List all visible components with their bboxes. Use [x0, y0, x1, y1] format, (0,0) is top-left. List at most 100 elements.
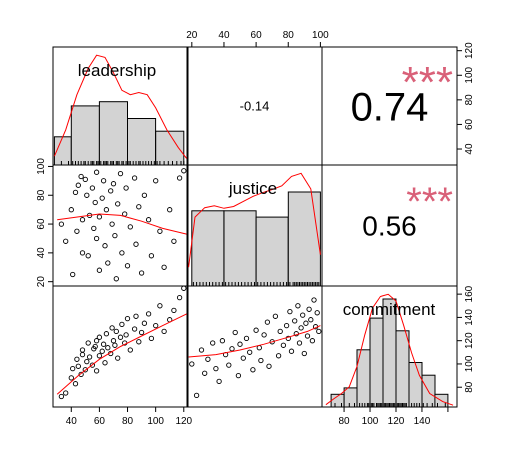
- scatter-point-leadership_justice: [68, 207, 74, 213]
- axis-tick-label-bottom-commitment: 100: [362, 416, 379, 427]
- axis-tick-label-right-commitment: 80: [464, 381, 475, 393]
- scatter-point-leadership_commitment: [74, 356, 80, 362]
- scatter-point-justice_commitment: [250, 367, 256, 373]
- scatter-point-leadership_justice: [131, 175, 138, 181]
- axis-tick-label-right-leadership: 80: [464, 94, 475, 106]
- scatter-point-justice_commitment: [308, 317, 314, 323]
- scatter-point-justice_commitment: [189, 361, 195, 367]
- scatter-point-leadership_commitment: [72, 381, 79, 387]
- scatter-point-leadership_commitment: [113, 328, 119, 335]
- scatter-point-leadership_justice: [89, 185, 96, 191]
- scatter-point-leadership_justice: [84, 192, 90, 198]
- scatter-point-justice_commitment: [226, 362, 232, 368]
- correlation-value-leadership-justice: -0.14: [240, 99, 270, 114]
- histogram-bar-justice: [287, 191, 321, 287]
- scatter-point-leadership_justice: [100, 178, 107, 184]
- scatter-point-justice_commitment: [304, 333, 311, 339]
- scatter-point-leadership_justice: [115, 201, 121, 207]
- scatter-point-leadership_justice: [93, 235, 100, 242]
- scatter-point-justice_commitment: [232, 329, 238, 336]
- axis-tick-label-right-leadership: 60: [464, 118, 475, 130]
- scatter-point-leadership_justice: [85, 253, 91, 259]
- scatter-point-leadership_commitment: [124, 315, 131, 322]
- scatter-point-leadership_commitment: [176, 294, 183, 301]
- scatter-point-leadership_commitment: [133, 313, 139, 319]
- histogram-bar-justice: [255, 216, 289, 287]
- scatter-point-leadership_justice: [96, 267, 103, 273]
- scatter-point-leadership_justice: [82, 176, 88, 183]
- scatter-point-leadership_commitment: [103, 331, 110, 337]
- scatter-point-justice_commitment: [295, 303, 301, 309]
- scatter-point-leadership_commitment: [100, 341, 107, 347]
- scatter-point-leadership_commitment: [82, 367, 88, 373]
- axis-tick-label-bottom-commitment: 120: [388, 416, 405, 427]
- scatter-point-leadership_commitment: [161, 328, 167, 335]
- density-curve-justice: [188, 172, 321, 268]
- scatter-point-leadership_justice: [74, 228, 80, 234]
- axis-tick-label-left-justice: 60: [36, 218, 47, 230]
- scatter-point-justice_commitment: [240, 355, 246, 361]
- scatter-point-justice_commitment: [247, 349, 253, 355]
- axis-tick-label-top-justice: 20: [186, 30, 198, 41]
- scatter-point-justice_commitment: [316, 328, 322, 335]
- scatter-point-leadership_justice: [79, 217, 86, 223]
- scatter-point-leadership_commitment: [102, 360, 108, 366]
- scatter-point-justice_commitment: [202, 370, 208, 376]
- scatter-point-leadership_justice: [78, 173, 84, 180]
- scatter-point-leadership_commitment: [63, 390, 69, 396]
- scatter-point-justice_commitment: [301, 350, 307, 357]
- axis-tick-label-right-leadership: 40: [464, 143, 475, 155]
- scatter-point-justice_commitment: [311, 297, 317, 303]
- scatter-point-leadership_justice: [122, 211, 128, 217]
- scatter-point-leadership_justice: [105, 260, 111, 266]
- axis-tick-label-top-justice: 100: [312, 30, 329, 41]
- axis-tick-label-top-justice: 80: [283, 30, 295, 41]
- variable-label-leadership: leadership: [78, 61, 156, 80]
- scatter-point-justice_commitment: [237, 341, 243, 347]
- histogram-bar-justice: [191, 210, 225, 287]
- scatter-point-justice_commitment: [309, 338, 316, 344]
- scatter-point-justice_commitment: [314, 310, 320, 316]
- scatter-point-leadership_justice: [133, 241, 139, 247]
- scatter-point-leadership_commitment: [145, 311, 152, 317]
- axis-tick-label-top-justice: 40: [218, 30, 230, 41]
- significance-stars-leadership-commitment: ***: [402, 58, 453, 107]
- scatter-point-leadership_justice: [102, 243, 108, 249]
- scatter-point-leadership_justice: [148, 253, 155, 259]
- scatter-point-leadership_justice: [161, 264, 167, 270]
- scatter-point-justice_commitment: [198, 347, 205, 353]
- scatter-point-leadership_justice: [92, 199, 98, 206]
- scatter-point-justice_commitment: [277, 328, 283, 335]
- scatter-point-leadership_commitment: [112, 342, 118, 348]
- axis-tick-label-left-justice: 80: [36, 189, 47, 201]
- scatter-point-leadership_commitment: [86, 354, 93, 360]
- scatter-point-justice_commitment: [275, 353, 282, 359]
- scatter-point-leadership_justice: [167, 207, 173, 213]
- axis-tick-label-right-commitment: 160: [464, 285, 475, 302]
- scatter-point-justice_commitment: [285, 335, 291, 342]
- scatter-point-leadership_justice: [112, 232, 118, 239]
- scatter-point-justice_commitment: [283, 322, 290, 329]
- loess-line-leadership_commitment: [56, 313, 187, 395]
- scatter-point-leadership_justice: [157, 228, 163, 234]
- axis-tick-label-bottom-commitment: 140: [414, 416, 431, 427]
- scatter-point-leadership_justice: [91, 225, 97, 232]
- scatter-point-justice_commitment: [258, 357, 264, 364]
- scatter-point-leadership_commitment: [109, 325, 115, 331]
- scatter-point-leadership_commitment: [157, 303, 163, 309]
- scatter-point-justice_commitment: [306, 306, 312, 312]
- scatter-point-leadership_commitment: [110, 338, 117, 344]
- scatter-point-leadership_commitment: [79, 347, 86, 353]
- scatter-point-leadership_justice: [124, 263, 131, 269]
- scatter-point-leadership_commitment: [70, 365, 76, 372]
- axis-tick-label-bottom-leadership: 120: [175, 416, 192, 427]
- scatter-point-leadership_commitment: [171, 307, 177, 314]
- scatter-point-justice_commitment: [303, 320, 309, 326]
- scatter-point-justice_commitment: [269, 339, 275, 345]
- variable-label-justice: justice: [228, 179, 277, 198]
- scatter-point-leadership_justice: [176, 175, 183, 181]
- scatter-point-justice_commitment: [296, 340, 303, 346]
- axis-tick-label-top-justice: 60: [251, 30, 263, 41]
- panel-frame-commitment-leadership: [52, 285, 189, 408]
